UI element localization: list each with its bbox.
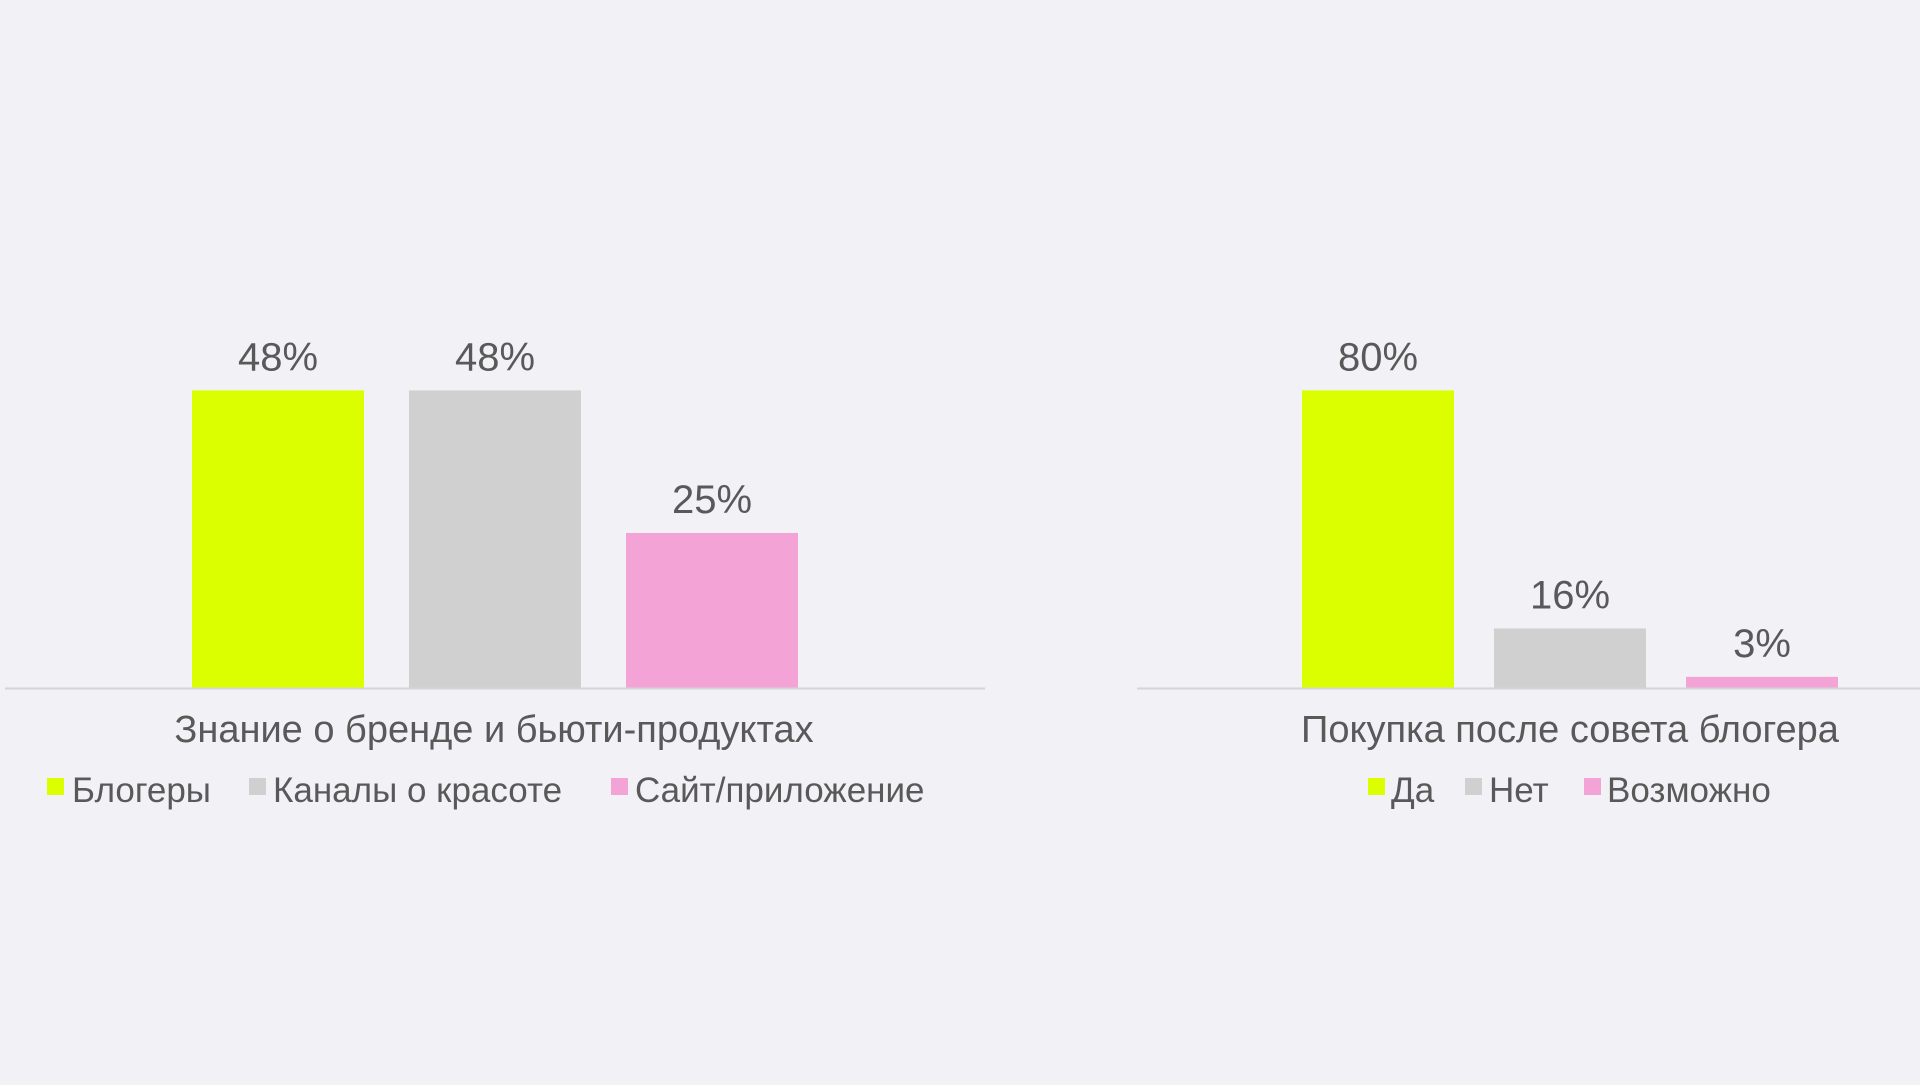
data-label: 25% bbox=[672, 478, 752, 522]
bar-2 bbox=[409, 390, 581, 688]
legend-label: Возможно bbox=[1607, 771, 1771, 810]
chart-title: Знание о бренде и бьюти-продуктах bbox=[174, 709, 813, 751]
data-label: 48% bbox=[238, 335, 318, 379]
data-label: 80% bbox=[1338, 335, 1418, 379]
legend-swatch bbox=[47, 778, 64, 795]
legend-swatch bbox=[1584, 778, 1601, 795]
legend-item: Да bbox=[1368, 771, 1435, 810]
legend-label: Каналы о красоте bbox=[273, 771, 562, 810]
bar-1 bbox=[192, 390, 364, 688]
legend-swatch bbox=[249, 778, 266, 795]
bar-1 bbox=[1302, 390, 1454, 688]
legend-item: Возможно bbox=[1584, 771, 1771, 810]
legend-item: Сайт/приложение bbox=[611, 771, 925, 810]
data-label: 16% bbox=[1530, 573, 1610, 617]
legend-swatch bbox=[1368, 778, 1385, 795]
data-label: 3% bbox=[1733, 622, 1791, 666]
legend-item: Каналы о красоте bbox=[249, 771, 562, 810]
data-label: 48% bbox=[455, 335, 535, 379]
legend-item: Нет bbox=[1465, 771, 1549, 810]
legend-label: Нет bbox=[1489, 771, 1549, 810]
chart-title: Покупка после совета блогера bbox=[1301, 709, 1840, 751]
legend-item: Блогеры bbox=[47, 771, 211, 810]
brand-awareness-chart: 48% 48% 25% Знание о бренде и бьюти-продукт… bbox=[5, 335, 985, 810]
legend-label: Блогеры bbox=[72, 771, 211, 810]
bar-2 bbox=[1494, 628, 1646, 688]
legend-swatch bbox=[1465, 778, 1482, 795]
purchase-after-advice-chart: 80% 16% 3% Покупка после совета блогера Да Не… bbox=[1137, 335, 1920, 810]
bar-3 bbox=[626, 533, 798, 688]
legend-label: Сайт/приложение bbox=[635, 771, 925, 810]
bar-3 bbox=[1686, 676, 1838, 688]
legend-swatch bbox=[611, 778, 628, 795]
legend-label: Да bbox=[1391, 771, 1435, 810]
